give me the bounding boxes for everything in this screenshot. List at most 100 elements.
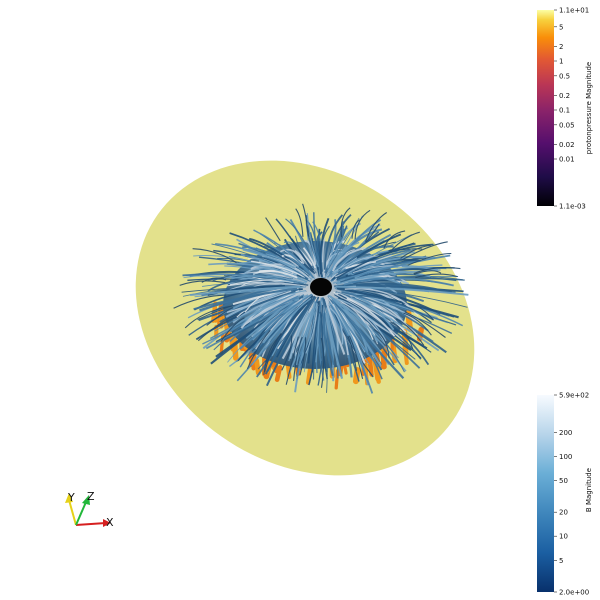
colorbar-protonpressure-ticks: 1.1e+01 5 2 1 0.5 0.2 0.1 0.05 0.02 0.01 1.1e-03 [554, 7, 589, 211]
field-line [344, 287, 416, 312]
axis-y-arrowhead [65, 493, 73, 503]
field-line [319, 217, 330, 278]
field-line [239, 293, 313, 368]
colorbar-tick-label: 0.05 [559, 121, 575, 129]
pressure-hotspot [219, 332, 225, 355]
pressure-hotspot [367, 361, 374, 377]
field-line [354, 295, 395, 331]
field-line [329, 307, 344, 345]
field-line [343, 277, 454, 287]
field-line [242, 248, 296, 269]
field-line [253, 229, 314, 279]
orientation-axes-widget[interactable]: X Y Z [65, 490, 114, 529]
field-line [336, 276, 402, 286]
field-line [329, 241, 360, 271]
colorbar-tick-label: 0.2 [559, 92, 570, 100]
field-line-stray [293, 336, 303, 381]
field-line [313, 212, 321, 271]
axis-x-arrowhead [103, 519, 111, 527]
field-line [356, 294, 434, 321]
field-line [334, 254, 392, 278]
field-line-stray [374, 328, 390, 359]
field-line [288, 300, 316, 374]
field-line-stray [401, 241, 448, 261]
field-line [333, 255, 371, 275]
magnetic-field-lines [173, 203, 469, 394]
field-line-stray [264, 333, 282, 373]
field-line [340, 304, 379, 343]
field-line [315, 313, 320, 363]
field-line-stray [410, 304, 434, 321]
field-line-stray [354, 209, 371, 240]
colorbar-tick-label: 100 [559, 453, 572, 461]
field-line [334, 293, 404, 342]
field-line [336, 287, 459, 319]
field-line-stray [320, 337, 325, 388]
pressure-hotspot [274, 365, 283, 382]
field-line [209, 295, 299, 340]
axis-x-label: X [106, 516, 114, 529]
field-line [302, 247, 317, 269]
colorbar-tick-label: 0.5 [559, 72, 570, 80]
field-line [239, 300, 296, 350]
field-line [331, 246, 366, 272]
field-line-stray [302, 203, 310, 237]
field-line [219, 290, 296, 323]
colorbar-tick-label: 5 [559, 557, 563, 565]
field-line [326, 303, 353, 378]
field-line [325, 307, 344, 379]
field-line [303, 304, 318, 373]
field-line [352, 291, 438, 319]
field-line-stray [179, 280, 226, 286]
field-line-stray [347, 335, 358, 371]
field-line [241, 290, 307, 327]
colorbar-tick-label: 0.1 [559, 107, 570, 115]
field-line [331, 257, 358, 274]
field-line [229, 296, 298, 342]
colorbar-protonpressure-title: protonpressure Magnitude [585, 62, 593, 154]
field-line-stray [173, 294, 227, 309]
field-line-stray [206, 307, 234, 326]
field-line [229, 279, 294, 286]
field-line [294, 302, 318, 393]
field-line [231, 275, 307, 285]
axis-z-arrowhead [82, 495, 90, 505]
field-line [324, 299, 346, 355]
colorbar-protonpressure: 1.1e+01 5 2 1 0.5 0.2 0.1 0.05 0.02 0.01 1.1e-03 p… [537, 7, 593, 211]
pressure-hotspot [254, 358, 261, 376]
axis-y-label: Y [67, 491, 75, 504]
field-line [263, 245, 311, 276]
axis-z-line [75, 501, 87, 526]
colorbar-b-magnitude-ramp [537, 395, 554, 592]
field-line [332, 300, 380, 368]
field-line [322, 313, 334, 376]
field-line [225, 289, 288, 318]
central-body [310, 278, 332, 296]
axis-z-label: Z [87, 490, 95, 503]
field-line [335, 303, 383, 365]
field-line-stray [295, 208, 304, 237]
field-line-stray [197, 312, 240, 342]
field-line [335, 285, 469, 296]
field-line [306, 213, 319, 268]
field-line [329, 255, 382, 281]
colorbar-tick-label: 1.1e-03 [559, 203, 586, 211]
pressure-hotspot [231, 333, 239, 361]
colorbar-tick-label: 1.1e+01 [559, 7, 589, 15]
field-line [265, 295, 316, 387]
field-line [342, 298, 432, 353]
field-line-stray [413, 270, 442, 275]
field-line [321, 237, 327, 263]
colorbar-tick-label: 5.9e+02 [559, 392, 589, 400]
field-line-stray [281, 335, 293, 371]
field-line-stray [415, 273, 458, 279]
field-line-stray [407, 252, 452, 266]
field-line-stray [265, 217, 281, 242]
field-line [337, 254, 451, 282]
colorbar-tick-label: 50 [559, 477, 568, 485]
field-line-stray [383, 230, 406, 249]
field-line [251, 297, 312, 366]
colorbar-tick-label: 2.0e+00 [559, 589, 589, 597]
field-line-stray [404, 311, 446, 338]
